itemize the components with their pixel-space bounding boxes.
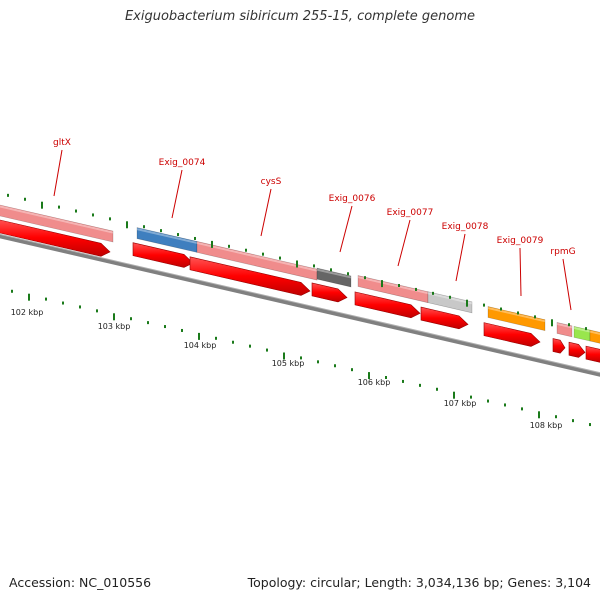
scale-tick-label: 107 kbp — [444, 399, 477, 408]
cds-arrow[interactable] — [585, 345, 600, 363]
accession-text: Accession: NC_010556 — [9, 575, 152, 590]
scale-tick-label: 106 kbp — [358, 378, 391, 387]
cds-arrow[interactable] — [483, 322, 541, 347]
scale-tick-label: 105 kbp — [272, 359, 305, 368]
scale-tick-label: 108 kbp — [530, 421, 563, 430]
cds-arrow[interactable] — [552, 338, 566, 354]
genome-backbone — [0, 234, 600, 377]
cds-arrow[interactable] — [132, 242, 194, 268]
gene-label-leader — [397, 219, 411, 267]
gene-label[interactable]: Exig_0079 — [497, 236, 544, 246]
gene-label[interactable]: cysS — [261, 177, 282, 187]
gene-feature-bar[interactable] — [196, 241, 318, 281]
gene-label-leader — [260, 188, 272, 237]
gene-label-leader — [562, 258, 572, 311]
gene-label-leader — [53, 149, 63, 197]
gene-feature-bar[interactable] — [316, 267, 352, 288]
backbone-highlight — [0, 233, 600, 374]
cds-arrow[interactable] — [311, 282, 348, 303]
gene-feature-bar[interactable] — [427, 291, 473, 314]
cds-arrow[interactable] — [0, 219, 111, 257]
gene-label[interactable]: Exig_0076 — [329, 194, 376, 204]
gene-bar-highlight — [136, 228, 198, 244]
gene-label[interactable]: rpmG — [550, 247, 575, 257]
gene-label[interactable]: Exig_0077 — [387, 208, 434, 218]
gene-bar-highlight — [0, 205, 114, 234]
gene-feature-bar[interactable] — [487, 306, 546, 332]
cds-arrow[interactable] — [420, 306, 469, 330]
gene-bar-highlight — [573, 326, 591, 333]
gene-label-leader — [339, 205, 353, 253]
cds-arrow[interactable] — [354, 291, 421, 319]
scale-tick-label: 102 kbp — [11, 308, 44, 317]
gene-bar-highlight — [487, 307, 546, 323]
cds-arrow[interactable] — [189, 256, 311, 296]
cds-arrow[interactable] — [568, 341, 586, 358]
scale-tick-label: 104 kbp — [184, 341, 217, 350]
gene-label[interactable]: gltX — [53, 138, 71, 148]
genome-summary-text: Topology: circular; Length: 3,034,136 bp… — [247, 575, 591, 590]
gene-bar-highlight — [316, 268, 352, 279]
gene-feature-bar[interactable] — [589, 329, 600, 346]
gene-label-leader — [171, 169, 183, 219]
genome-title: Exiguobacterium sibiricum 255-15, comple… — [124, 9, 476, 24]
gene-label-leader — [455, 233, 466, 282]
gene-feature-bar[interactable] — [357, 275, 429, 304]
gene-feature-bar[interactable] — [0, 204, 114, 243]
gene-label[interactable]: Exig_0078 — [442, 222, 489, 232]
gene-bar-highlight — [556, 322, 573, 329]
gene-bar-highlight — [589, 330, 600, 335]
gene-label-leader — [519, 247, 522, 297]
scale-tick-label: 103 kbp — [98, 322, 131, 331]
gene-label[interactable]: Exig_0074 — [159, 158, 206, 168]
